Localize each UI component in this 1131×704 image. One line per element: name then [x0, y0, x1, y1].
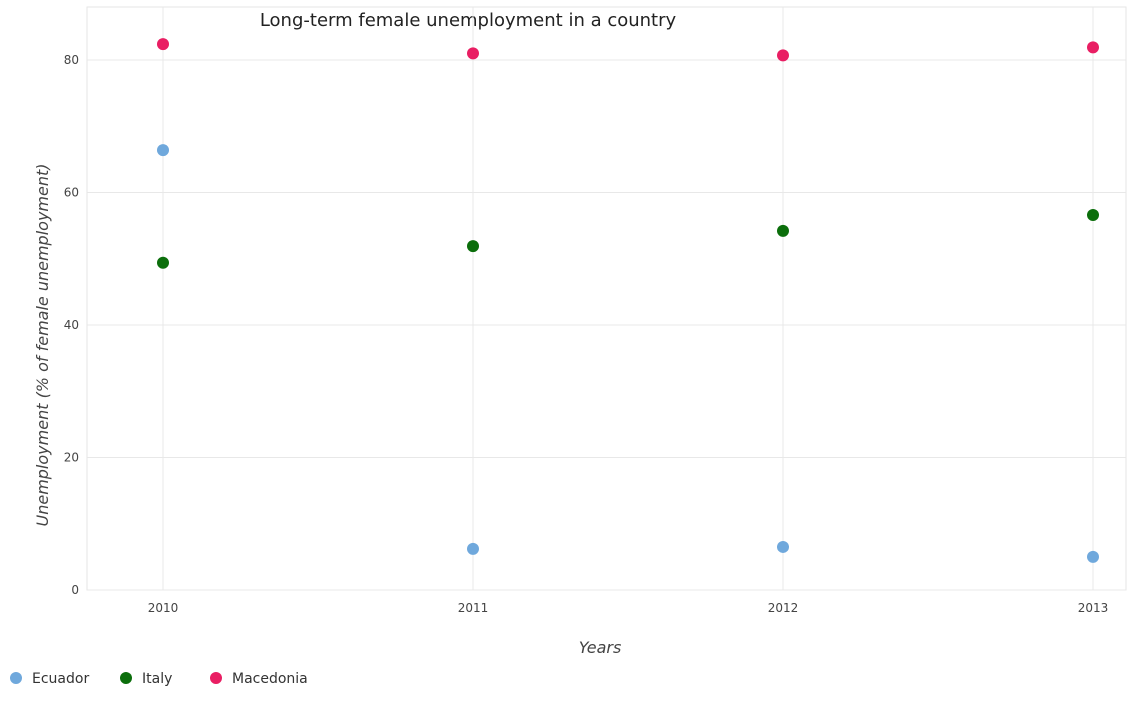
x-tick-label: 2011	[458, 601, 489, 615]
grid	[86, 6, 1127, 591]
plot-frame	[86, 6, 1127, 591]
legend-label-macedonia: Macedonia	[232, 671, 308, 687]
y-tick-label: 0	[71, 583, 79, 597]
point-macedonia-2012	[777, 49, 789, 62]
point-macedonia-2013	[1087, 41, 1099, 54]
y-tick-label: 60	[64, 186, 79, 200]
legend-label-italy: Italy	[142, 671, 172, 687]
data-points	[157, 38, 1099, 563]
chart-title: Long-term female unemployment in a count…	[260, 10, 677, 31]
y-tick-label: 20	[64, 451, 79, 465]
point-italy-2010	[157, 256, 169, 269]
point-italy-2011	[467, 240, 479, 253]
y-axis-label: Unemployment (% of female unemployment)	[33, 163, 52, 526]
legend-marker-italy	[120, 672, 132, 684]
point-macedonia-2011	[467, 47, 479, 60]
legend-marker-ecuador	[10, 672, 22, 684]
x-axis-label: Years	[579, 638, 622, 657]
legend: Ecuador Italy Macedonia	[10, 671, 308, 687]
point-ecuador-2010	[157, 144, 169, 157]
point-ecuador-2013	[1087, 550, 1099, 563]
x-tick-label: 2013	[1078, 601, 1109, 615]
point-macedonia-2010	[157, 38, 169, 51]
x-tick-label: 2010	[148, 601, 179, 615]
point-ecuador-2011	[467, 542, 479, 555]
axes: 0 20 40 60 80 2010 2011 2012 2013	[64, 53, 1109, 615]
y-tick-label: 80	[64, 53, 79, 67]
legend-marker-macedonia	[210, 672, 222, 684]
point-italy-2013	[1087, 209, 1099, 222]
y-tick-label: 40	[64, 318, 79, 332]
legend-label-ecuador: Ecuador	[32, 671, 89, 687]
x-tick-label: 2012	[768, 601, 799, 615]
point-ecuador-2012	[777, 540, 789, 553]
point-italy-2012	[777, 224, 789, 237]
